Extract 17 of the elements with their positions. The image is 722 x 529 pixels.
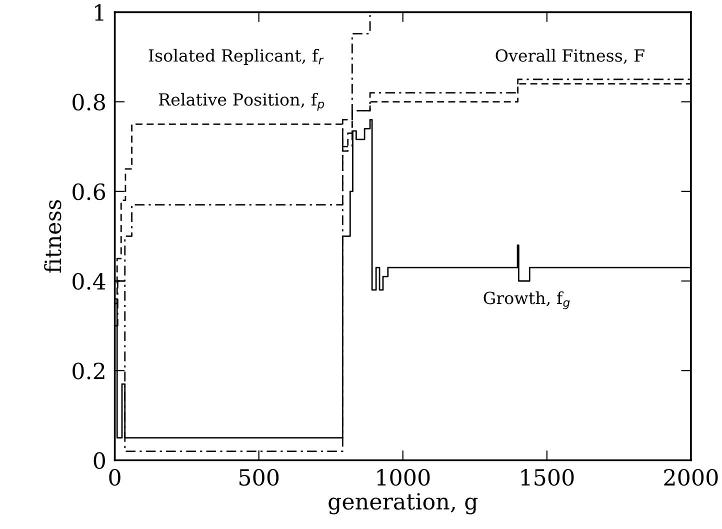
x-axis-title: generation, g bbox=[328, 493, 478, 514]
x-tick-label: 1000 bbox=[377, 468, 430, 486]
y-tick-label: 1 bbox=[95, 4, 104, 21]
series-label: Growth, f$_{g}$ bbox=[484, 291, 570, 310]
y-tick-label: 0.8 bbox=[72, 94, 105, 111]
x-tick-label: 1500 bbox=[521, 468, 574, 486]
series-label: Overall Fitness, F bbox=[496, 48, 644, 64]
y-tick-label: 0.6 bbox=[72, 183, 106, 200]
y-axis-title: fitness bbox=[44, 200, 62, 273]
series-label: Isolated Replicant, f$_{r}$ bbox=[148, 48, 324, 66]
series-label: Relative Position, f$_{p}$ bbox=[158, 92, 324, 111]
y-tick-label: 0.2 bbox=[72, 362, 104, 380]
x-tick-label: 0 bbox=[109, 468, 120, 486]
x-tick-label: 500 bbox=[240, 468, 279, 486]
y-tick-label: 0 bbox=[94, 452, 105, 469]
y-tick-label: 0.4 bbox=[72, 272, 106, 290]
x-tick-label: 2000 bbox=[664, 468, 718, 486]
